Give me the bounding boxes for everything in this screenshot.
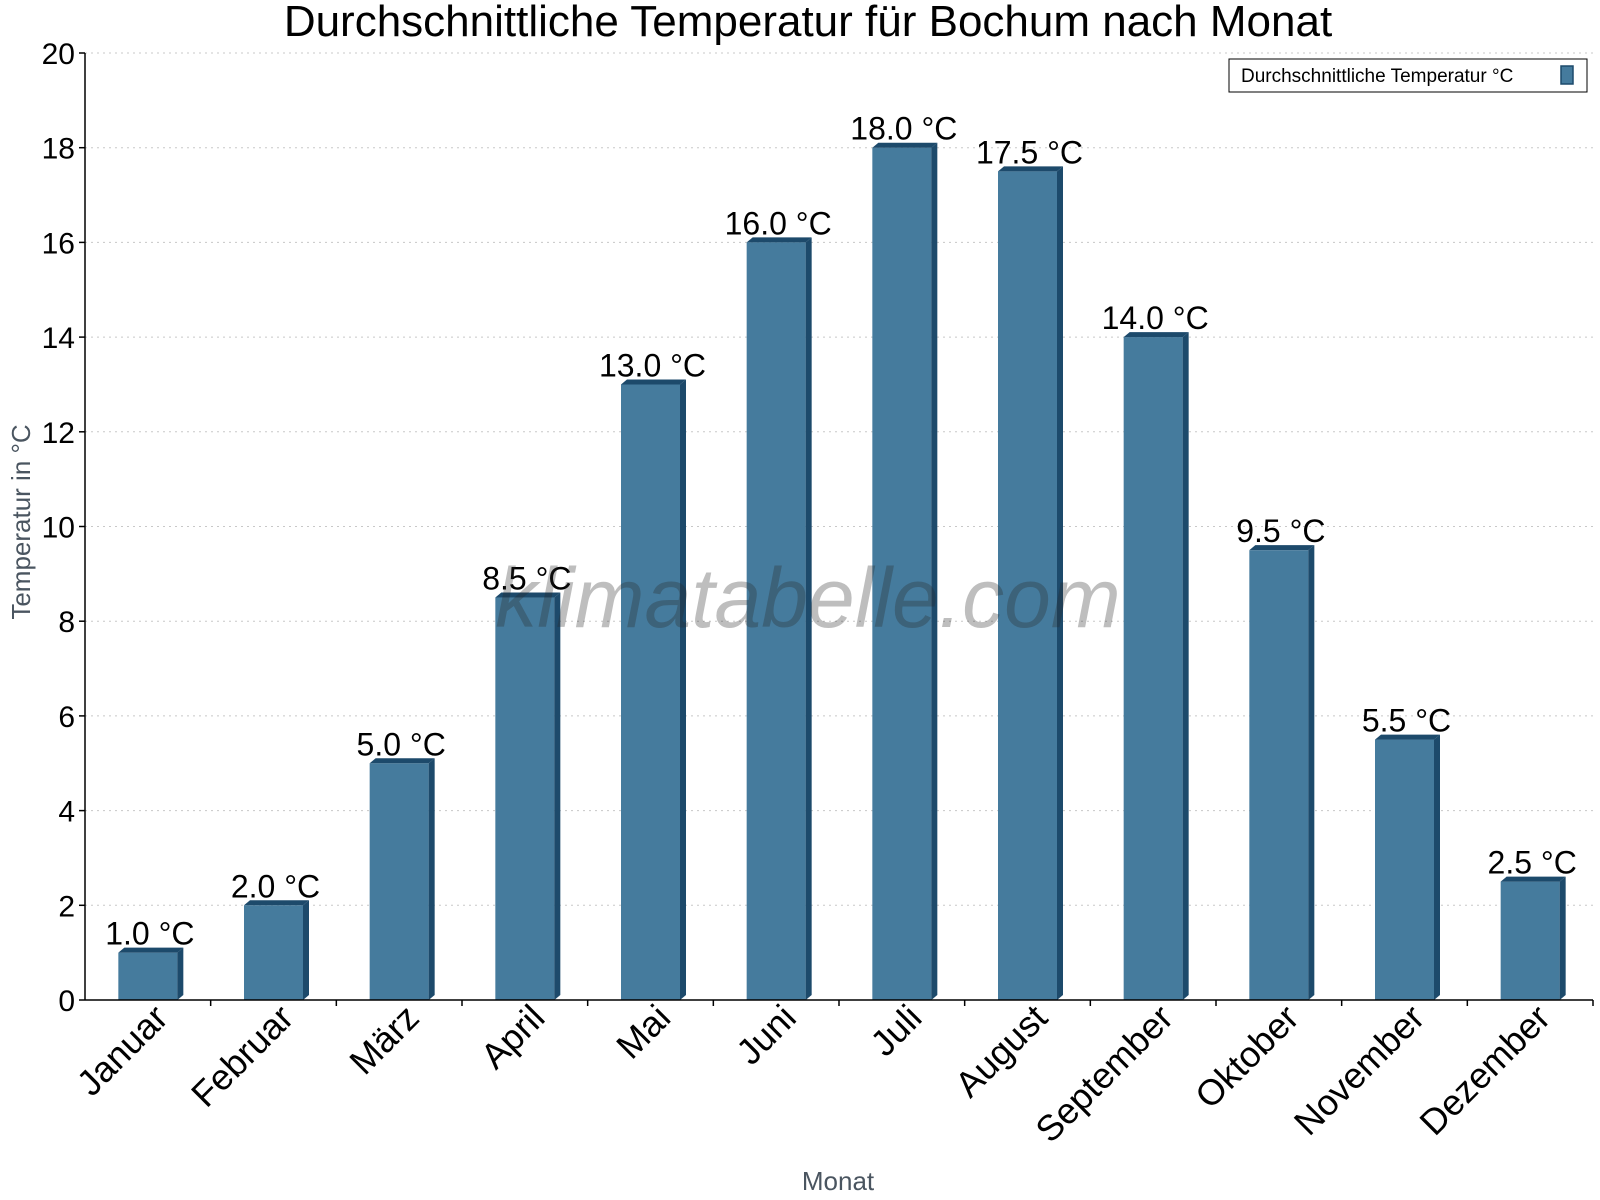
y-tick-label: 18 [42,133,75,166]
bar[interactable] [1123,332,1189,1001]
chart-title: Durchschnittliche Temperatur für Bochum … [284,0,1332,46]
y-tick-label: 2 [58,890,75,923]
bar-face [118,952,178,1000]
x-tick-label: November [1286,997,1432,1143]
bar-face [998,171,1057,1000]
y-tick-label: 14 [42,322,75,355]
y-tick-label: 6 [58,701,75,734]
bar-face [369,763,429,1000]
bar[interactable] [1500,876,1566,1000]
bar-top [1500,876,1566,882]
y-tick-label: 8 [58,606,75,639]
y-tick-label: 20 [42,38,75,71]
bar[interactable] [1249,545,1315,1000]
y-tick-label: 16 [42,227,75,260]
bar-side [303,900,309,1000]
data-label: 2.5 °C [1488,845,1577,881]
y-tick-label: 12 [42,417,75,450]
data-label: 9.5 °C [1236,513,1325,549]
axes [84,53,1593,1001]
bar-side [805,237,812,1000]
x-tick-label: Juli [862,997,929,1064]
bar-top [369,758,435,764]
data-label: 5.0 °C [357,726,446,762]
bar-side [428,758,435,1000]
x-tick-label: Februar [183,997,301,1115]
bar[interactable] [872,142,938,1000]
bar-side [554,592,561,1000]
bar-face [1123,337,1183,1001]
x-tick-label: Januar [69,997,176,1104]
bar-top [746,237,812,243]
bar-top [1123,332,1189,338]
bar-side [177,947,184,1000]
bar-top [495,592,561,598]
bar-face [244,905,303,1000]
data-label: 1.0 °C [105,916,194,952]
y-axis-ticks: 0 2 4 6 8 10 12 14 16 18 20 [42,38,85,1018]
legend-swatch [1560,65,1574,85]
legend-box [1228,58,1588,93]
x-tick-label: Dezember [1411,997,1557,1143]
bar[interactable] [495,592,561,1000]
bar-top [1375,734,1440,740]
bar-side [931,142,938,1000]
legend-label: Durchschnittliche Temperatur °C [1241,66,1513,87]
bar-face [495,597,555,1000]
x-tick-label: Oktober [1187,997,1307,1117]
data-label: 2.0 °C [231,868,320,904]
bar[interactable] [998,166,1063,1000]
x-tick-label: August [947,997,1055,1105]
x-tick-label: September [1027,997,1181,1151]
data-label: 18.0 °C [850,111,957,147]
bars [118,142,1566,1001]
data-label: 14.0 °C [1102,300,1209,336]
bar-top [118,947,184,953]
data-label: 16.0 °C [725,205,832,241]
x-tick-label: März [341,997,427,1083]
bar[interactable] [118,947,184,1000]
x-axis-label: Monat [802,1166,875,1196]
y-tick-label: 10 [42,512,75,545]
bar[interactable] [621,379,686,1000]
bar-top [998,166,1063,172]
data-label: 17.5 °C [976,134,1083,170]
data-labels: 1.0 °C 2.0 °C 5.0 °C 8.5 °C 13.0 °C 16.0 °C 18… [105,111,1577,952]
bar[interactable] [244,900,309,1000]
x-tick-label: Mai [608,997,678,1067]
y-tick-label: 0 [58,985,75,1018]
bar-top [872,142,938,148]
data-label: 5.5 °C [1362,703,1451,739]
bar[interactable] [746,237,812,1000]
bar-face [746,242,806,1000]
bar-side [1559,876,1566,1000]
legend[interactable]: Durchschnittliche Temperatur °C [1228,58,1588,93]
bar-top [621,379,686,385]
bar-side [680,379,686,1000]
bar-face [1249,550,1309,1000]
grid-lines [85,52,1593,906]
bar-face [872,147,932,1000]
bar-side [1434,734,1440,1000]
y-tick-label: 4 [58,796,75,829]
bar-side [1308,545,1315,1000]
y-axis-label: Temperatur in °C [6,424,36,619]
bar-face [1375,739,1434,1000]
bar[interactable] [369,758,435,1000]
data-label: 8.5 °C [482,561,571,597]
x-tick-label: Juni [728,997,804,1073]
bar[interactable] [1375,734,1440,1000]
bar-side [1057,166,1063,1000]
x-tick-label: April [473,997,553,1077]
data-label: 13.0 °C [599,347,706,383]
bar-face [1500,881,1560,1000]
watermark: klimatabelle.com [495,551,1121,645]
bar-face [621,384,680,1000]
bar-side [1182,332,1189,1001]
bar-top [244,900,309,906]
x-axis-ticks: Januar Februar März April Mai Juni Juli AugustS… [69,997,1594,1151]
bar-top [1249,545,1315,551]
